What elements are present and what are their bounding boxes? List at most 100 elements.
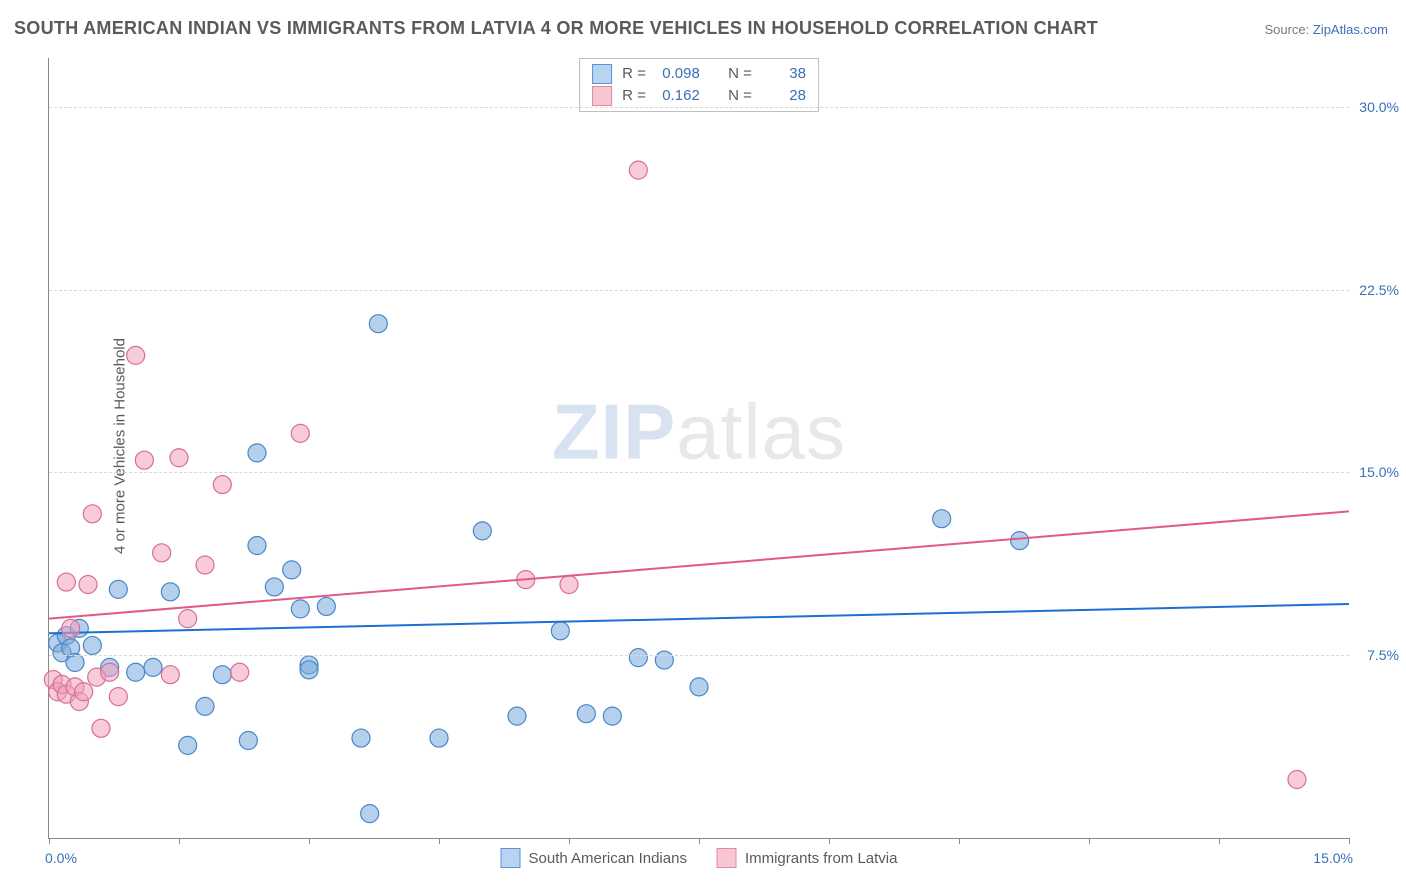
data-point — [109, 580, 127, 598]
data-point — [161, 583, 179, 601]
data-point — [629, 161, 647, 179]
x-tick — [1089, 838, 1090, 844]
source-link[interactable]: ZipAtlas.com — [1313, 22, 1388, 37]
trend-line — [49, 604, 1349, 633]
x-tick — [959, 838, 960, 844]
y-tick-label: 30.0% — [1359, 99, 1399, 115]
data-point — [196, 697, 214, 715]
data-point — [361, 805, 379, 823]
data-point — [248, 537, 266, 555]
gridline — [49, 107, 1349, 108]
data-point — [317, 597, 335, 615]
data-point — [196, 556, 214, 574]
chart-svg — [49, 58, 1349, 838]
legend-r-value: 0.162 — [656, 85, 700, 107]
legend-series-item: Immigrants from Latvia — [717, 848, 898, 868]
data-point — [1011, 532, 1029, 550]
data-point — [239, 732, 257, 750]
data-point — [577, 705, 595, 723]
x-tick — [569, 838, 570, 844]
legend-series: South American Indians Immigrants from La… — [501, 848, 898, 868]
legend-series-label: South American Indians — [529, 850, 687, 867]
x-tick — [179, 838, 180, 844]
y-tick-label: 22.5% — [1359, 282, 1399, 298]
data-point — [83, 636, 101, 654]
x-tick — [1349, 838, 1350, 844]
data-point — [248, 444, 266, 462]
data-point — [79, 576, 97, 594]
data-point — [265, 578, 283, 596]
data-point — [603, 707, 621, 725]
data-point — [57, 573, 75, 591]
data-point — [629, 649, 647, 667]
legend-series-label: Immigrants from Latvia — [745, 850, 898, 867]
data-point — [1288, 771, 1306, 789]
data-point — [144, 658, 162, 676]
legend-n-label: N = — [728, 63, 752, 85]
legend-row: R = 0.098 N = 38 — [592, 63, 806, 85]
data-point — [283, 561, 301, 579]
x-tick — [1219, 838, 1220, 844]
data-point — [153, 544, 171, 562]
data-point — [369, 315, 387, 333]
data-point — [92, 719, 110, 737]
plot-area: ZIPatlas R =0.098 N =38R =0.162 N =28 So… — [48, 58, 1349, 839]
trend-line — [49, 511, 1349, 618]
legend-r-label: R = — [622, 63, 646, 85]
data-point — [179, 736, 197, 754]
legend-series-item: South American Indians — [501, 848, 687, 868]
data-point — [161, 666, 179, 684]
data-point — [655, 651, 673, 669]
legend-row: R = 0.162 N = 28 — [592, 85, 806, 107]
data-point — [127, 346, 145, 364]
data-point — [213, 476, 231, 494]
data-point — [179, 610, 197, 628]
data-point — [291, 600, 309, 618]
data-point — [127, 663, 145, 681]
x-axis-max-label: 15.0% — [1313, 850, 1353, 866]
gridline — [49, 290, 1349, 291]
legend-swatch — [592, 64, 612, 84]
data-point — [109, 688, 127, 706]
data-point — [352, 729, 370, 747]
data-point — [66, 654, 84, 672]
gridline — [49, 655, 1349, 656]
data-point — [231, 663, 249, 681]
data-point — [933, 510, 951, 528]
legend-swatch — [592, 86, 612, 106]
data-point — [62, 619, 80, 637]
data-point — [75, 683, 93, 701]
legend-swatch — [501, 848, 521, 868]
legend-correlation: R = 0.098 N = 38 R = 0.162 N = 28 — [579, 58, 819, 112]
x-axis-min-label: 0.0% — [45, 850, 77, 866]
y-tick-label: 15.0% — [1359, 464, 1399, 480]
data-point — [560, 576, 578, 594]
legend-n-label: N = — [728, 85, 752, 107]
data-point — [291, 424, 309, 442]
x-tick — [49, 838, 50, 844]
data-point — [551, 622, 569, 640]
data-point — [83, 505, 101, 523]
data-point — [508, 707, 526, 725]
data-point — [213, 666, 231, 684]
legend-n-value: 28 — [762, 85, 806, 107]
y-tick-label: 7.5% — [1367, 647, 1399, 663]
legend-r-label: R = — [622, 85, 646, 107]
source-prefix: Source: — [1264, 22, 1312, 37]
legend-n-value: 38 — [762, 63, 806, 85]
legend-r-value: 0.098 — [656, 63, 700, 85]
x-tick — [439, 838, 440, 844]
x-tick — [699, 838, 700, 844]
data-point — [170, 449, 188, 467]
source-attribution: Source: ZipAtlas.com — [1264, 22, 1388, 37]
x-tick — [309, 838, 310, 844]
data-point — [473, 522, 491, 540]
legend-swatch — [717, 848, 737, 868]
x-tick — [829, 838, 830, 844]
data-point — [690, 678, 708, 696]
data-point — [300, 661, 318, 679]
data-point — [101, 663, 119, 681]
gridline — [49, 472, 1349, 473]
data-point — [430, 729, 448, 747]
chart-title: SOUTH AMERICAN INDIAN VS IMMIGRANTS FROM… — [14, 18, 1098, 39]
